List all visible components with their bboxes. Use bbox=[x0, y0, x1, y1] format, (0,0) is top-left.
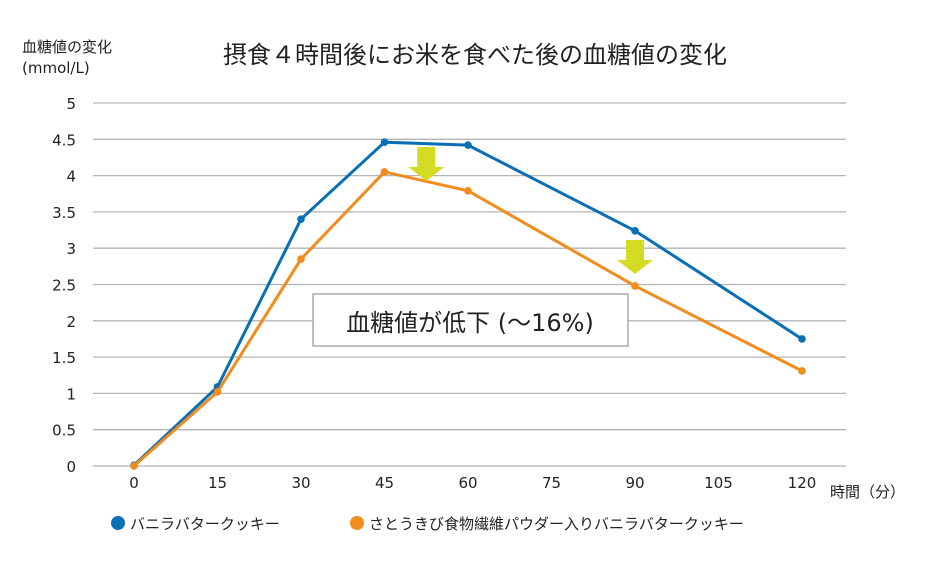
data-point bbox=[130, 462, 138, 470]
y-axis-unit: (mmol/L) bbox=[22, 59, 90, 77]
x-tick-label: 60 bbox=[458, 474, 477, 492]
data-point bbox=[798, 367, 806, 375]
x-tick-label: 30 bbox=[291, 474, 310, 492]
y-tick-label: 1.5 bbox=[52, 349, 76, 367]
x-tick-label: 75 bbox=[542, 474, 561, 492]
y-tick-label: 0 bbox=[66, 458, 76, 476]
chart-title: 摂食４時間後にお米を食べた後の血糖値の変化 bbox=[223, 41, 727, 69]
data-point bbox=[464, 187, 472, 195]
y-tick-label: 3.5 bbox=[52, 204, 76, 222]
down-arrow-icon bbox=[617, 240, 653, 274]
data-point bbox=[380, 138, 389, 147]
y-tick-label: 1 bbox=[66, 385, 76, 403]
data-point bbox=[380, 168, 389, 176]
x-tick-label: 105 bbox=[704, 474, 733, 492]
data-point bbox=[631, 282, 639, 290]
data-point bbox=[213, 388, 222, 396]
x-tick-label: 90 bbox=[625, 474, 644, 492]
annotation-text: 血糖値が低下 (～16%) bbox=[346, 309, 594, 337]
x-tick-label: 120 bbox=[788, 474, 817, 492]
x-axis-label: 時間（分） bbox=[830, 483, 905, 501]
y-tick-label: 2 bbox=[66, 313, 76, 331]
x-tick-label: 45 bbox=[375, 474, 394, 492]
y-tick-label: 4.5 bbox=[52, 131, 76, 149]
y-tick-label: 2.5 bbox=[52, 277, 76, 295]
down-arrow-icon bbox=[408, 147, 445, 181]
x-tick-label: 15 bbox=[208, 474, 227, 492]
y-tick-label: 5 bbox=[66, 95, 76, 113]
annotation-box bbox=[312, 293, 629, 347]
legend-marker bbox=[350, 516, 364, 530]
x-tick-label: 0 bbox=[129, 474, 139, 492]
data-point bbox=[464, 141, 472, 149]
data-point bbox=[297, 215, 305, 223]
y-tick-label: 4 bbox=[66, 168, 76, 186]
y-tick-label: 3 bbox=[66, 240, 76, 258]
legend-label: さとうきび食物繊維パウダー入りバニラバタークッキー bbox=[369, 515, 744, 533]
data-point bbox=[631, 226, 639, 235]
legend-marker bbox=[111, 516, 125, 530]
y-axis-label: 血糖値の変化 bbox=[22, 38, 112, 56]
data-point bbox=[798, 335, 806, 343]
y-tick-label: 0.5 bbox=[52, 422, 76, 440]
legend-label: バニラバタークッキー bbox=[130, 515, 280, 533]
data-point bbox=[297, 255, 305, 263]
